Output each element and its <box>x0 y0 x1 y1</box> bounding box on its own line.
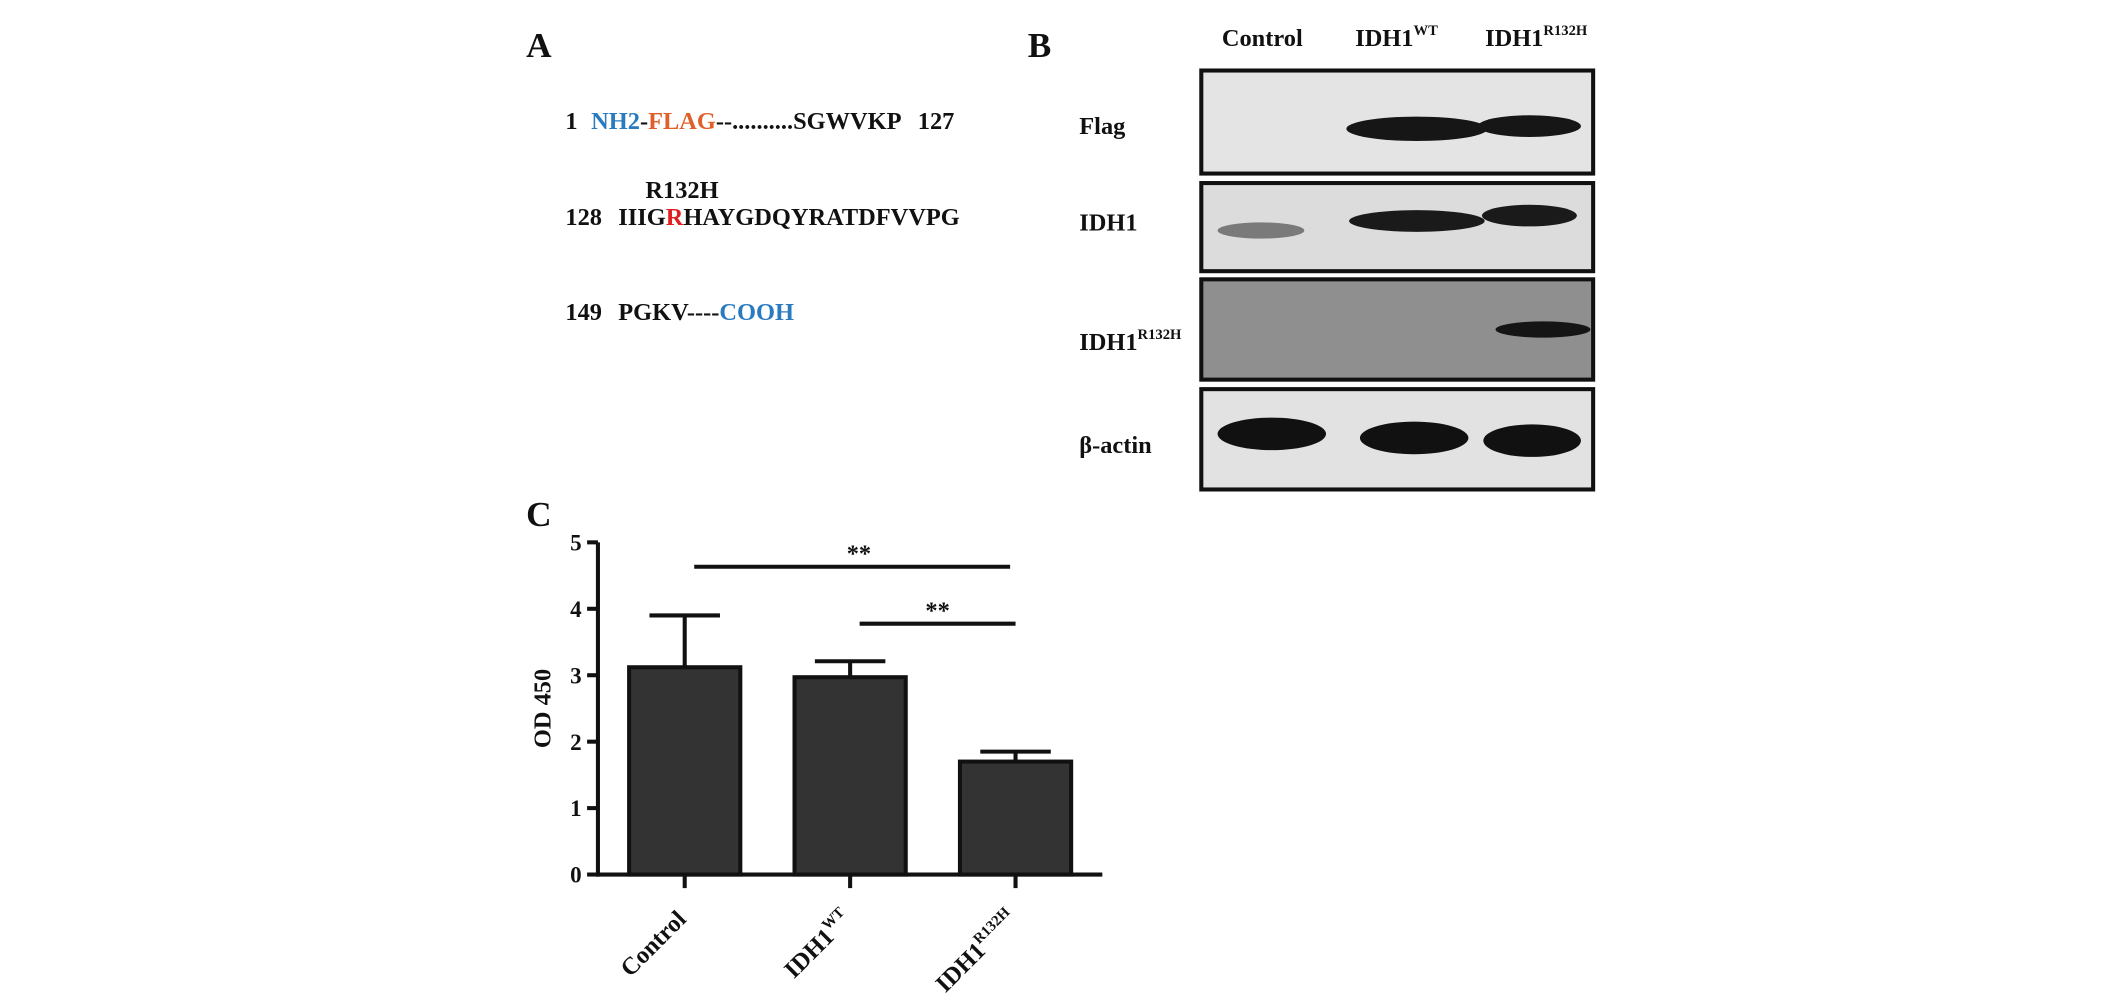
sequence-segment: COOH <box>719 299 794 326</box>
sequence-line: 149 PGKV----COOH <box>565 299 794 326</box>
label: IDH1R132H <box>1485 23 1588 52</box>
sequence-segment: PGKV---- <box>618 299 719 326</box>
label: β-actin <box>1079 432 1152 459</box>
label: Control <box>1222 25 1303 52</box>
label: IDH1 <box>1079 210 1137 237</box>
label-text: IDH1 <box>1079 329 1137 356</box>
bar <box>627 665 743 877</box>
band <box>1483 424 1581 457</box>
significance-label: ** <box>847 540 871 567</box>
label-text: Control <box>1222 25 1303 52</box>
band <box>1217 417 1327 451</box>
label: IDH1WT <box>1355 23 1438 52</box>
band <box>1359 421 1469 455</box>
band <box>1217 222 1305 239</box>
residue-number: 149 <box>565 299 602 326</box>
bar <box>792 675 908 877</box>
residue-number: 127 <box>918 108 955 135</box>
label-text: β-actin <box>1079 432 1152 459</box>
y-tick-label: 1 <box>570 795 582 821</box>
label-text: IDH1 <box>1355 25 1413 52</box>
y-tick-label: 2 <box>570 729 582 755</box>
mutation-label: R132H <box>645 177 718 204</box>
sequence-segment: HAYGDQYRATDFVVPG <box>683 204 959 231</box>
y-tick-label: 0 <box>570 862 582 888</box>
y-axis-label: OD 450 <box>529 669 556 748</box>
label-text: IDH1 <box>1079 210 1137 237</box>
sequence-segment: --..........SGWVKP <box>716 108 902 135</box>
sequence-segment: NH2 <box>591 108 640 135</box>
y-tick-label: 4 <box>570 596 582 622</box>
sequence-segment: R <box>666 204 684 231</box>
label: IDH1R132H <box>1079 327 1182 356</box>
label-superscript: R132H <box>1138 327 1182 343</box>
y-tick-label: 5 <box>570 529 582 555</box>
panel-label: A <box>526 26 552 65</box>
sequence-segment: FLAG <box>648 108 716 135</box>
blot <box>1199 68 1596 492</box>
y-tick-label: 3 <box>570 662 582 688</box>
residue-number: 1 <box>565 108 577 135</box>
bar <box>957 759 1074 877</box>
panel-label: C <box>526 495 551 534</box>
sequence-line: 128 IIIGRHAYGDQYRATDFVVPG <box>565 204 959 231</box>
label: Flag <box>1079 113 1125 140</box>
band <box>1481 204 1577 227</box>
residue-number: 128 <box>565 204 602 231</box>
label-text: Flag <box>1079 113 1125 140</box>
band <box>1477 115 1581 137</box>
sequence-line: 1 NH2-FLAG--..........SGWVKP 127 <box>565 108 954 135</box>
label-superscript: R132H <box>1543 23 1587 39</box>
band <box>1495 321 1591 338</box>
significance-label: ** <box>925 597 949 624</box>
band <box>1346 116 1488 142</box>
sequence-segment: - <box>640 108 648 135</box>
sequence-segment: IIIG <box>618 204 665 231</box>
band <box>1349 210 1485 232</box>
label-superscript: WT <box>1413 23 1438 39</box>
panel-label: B <box>1028 26 1052 65</box>
label-text: IDH1 <box>1485 25 1543 52</box>
